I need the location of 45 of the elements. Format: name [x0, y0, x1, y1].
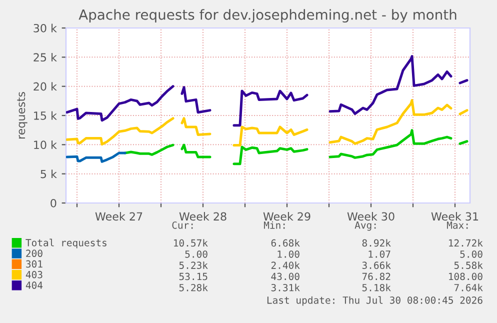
- legend-label: Total requests: [26, 238, 106, 248]
- text: 6.68k: [271, 239, 300, 247]
- y-tick-label: 30 k: [34, 24, 57, 32]
- y-tick-label: 0: [50, 198, 56, 208]
- text: 5.58k: [454, 261, 483, 269]
- text: Last update: Thu Jul 30 08:00:45 2026: [267, 296, 482, 306]
- y-tick-label: 5 k: [40, 170, 57, 178]
- text: 2.40k: [271, 261, 300, 269]
- text: 5.23k: [179, 261, 208, 269]
- legend-label: 301: [26, 260, 42, 268]
- x-tick-label: Week 30: [347, 212, 394, 221]
- text: Min:: [264, 221, 285, 229]
- text: Cur:: [172, 221, 193, 229]
- text: 3.31k: [271, 284, 300, 292]
- text: 7.64k: [454, 284, 483, 292]
- text: 5.00: [460, 250, 482, 258]
- text: 8.92k: [362, 239, 391, 247]
- text: 12.72k: [449, 239, 483, 247]
- text: Max:: [446, 222, 468, 229]
- text: 5.28k: [179, 284, 208, 292]
- line-series: [66, 152, 126, 163]
- text: 108.00: [449, 272, 482, 280]
- text: 5.00: [185, 250, 208, 258]
- text: 10.57k: [174, 239, 208, 247]
- x-tick-label: Week 27: [95, 212, 142, 221]
- x-tick-label: Week 29: [263, 212, 310, 221]
- legend-label: 403: [26, 270, 42, 278]
- text: 76.82: [362, 272, 390, 280]
- legend-label: 404: [26, 282, 43, 289]
- x-tick-label: Week 28: [179, 212, 226, 221]
- text: 43.00: [271, 272, 300, 280]
- y-tick-label: 10 k: [34, 140, 57, 150]
- legend-label: 200: [26, 250, 42, 258]
- text: 3.66k: [362, 261, 391, 269]
- y-tick-label: 25 k: [34, 52, 57, 62]
- x-tick-label: Week 31: [431, 212, 478, 221]
- y-axis-title: requests: [17, 92, 28, 138]
- chart-title: Apache requests for dev.josephdeming.net - by month: [78, 9, 456, 23]
- y-tick-label: 15 k: [34, 111, 57, 120]
- text: 1.00: [278, 250, 300, 258]
- y-tick-label: 20 k: [34, 82, 57, 91]
- text: Avg:: [354, 222, 376, 231]
- text: 1.07: [368, 250, 390, 258]
- text: 5.18k: [362, 284, 391, 292]
- text: 53.15: [179, 272, 208, 280]
